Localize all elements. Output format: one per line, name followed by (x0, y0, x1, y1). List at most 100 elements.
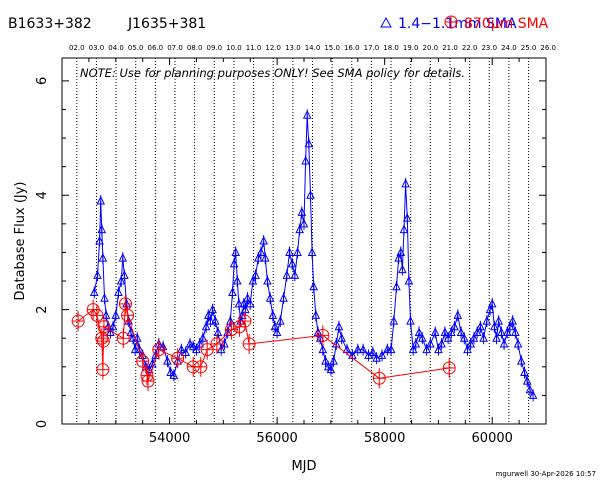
data-point-triangle (260, 253, 270, 262)
data-point-triangle (181, 347, 190, 357)
data-point-triangle (490, 321, 499, 331)
top-year-label: 12.0 (265, 44, 281, 52)
top-year-label: 02.0 (69, 44, 85, 52)
data-point-triangle (482, 315, 492, 325)
data-point-triangle (334, 321, 344, 331)
data-point-triangle (259, 235, 268, 245)
data-point-triangle (430, 327, 440, 336)
data-point-triangle (528, 390, 538, 399)
source-name: B1633+382 (8, 16, 92, 32)
data-point-triangle (101, 310, 111, 319)
data-point-triangle (201, 321, 211, 331)
data-point-triangle (472, 327, 482, 336)
data-point-triangle (295, 224, 305, 234)
top-year-label: 22.0 (462, 44, 478, 52)
data-point-triangle (233, 275, 242, 285)
data-point-triangle (166, 367, 175, 377)
year-gridlines (76, 58, 530, 424)
data-point-triangle (299, 218, 309, 228)
data-point-triangle (245, 298, 255, 308)
data-point-triangle (342, 344, 352, 354)
data-point-triangle (414, 327, 424, 336)
data-point-triangle (265, 293, 275, 302)
data-point-triangle (268, 310, 278, 319)
data-point-triangle (525, 384, 535, 394)
data-point-triangle (505, 321, 515, 331)
top-year-label: 08.0 (187, 44, 203, 52)
top-year-label: 09.0 (207, 44, 223, 52)
alt-source-name: J1635+381 (127, 16, 206, 32)
data-point-triangle (93, 270, 102, 279)
data-point-triangle (494, 315, 503, 325)
data-point-triangle (188, 341, 198, 351)
data-point-triangle (228, 287, 237, 296)
top-year-label: 17.0 (364, 44, 380, 52)
y-tick-label: 2 (35, 305, 50, 313)
data-point-triangle (309, 281, 318, 291)
data-point-triangle (422, 344, 431, 354)
data-point-triangle (326, 364, 336, 374)
data-point-triangle (450, 321, 459, 331)
data-point-triangle (399, 224, 409, 234)
data-point-triangle (272, 327, 282, 336)
x-tick-label: 60000 (472, 431, 513, 446)
data-point-triangle (243, 293, 252, 302)
data-point-triangle (522, 375, 532, 385)
data-point-triangle (364, 350, 373, 359)
top-year-label: 18.0 (383, 44, 399, 52)
top-year-label: 19.0 (403, 44, 419, 52)
data-point-triangle (358, 344, 368, 354)
data-point-triangle (130, 344, 140, 354)
data-point-triangle (337, 333, 346, 342)
data-point-triangle (120, 270, 129, 279)
x-tick-label: 54000 (149, 431, 190, 446)
data-point-triangle (169, 370, 179, 379)
top-year-label: 21.0 (442, 44, 458, 52)
data-point-triangle (251, 270, 260, 279)
data-point-triangle (353, 344, 363, 354)
data-point-triangle (440, 327, 450, 336)
data-point-triangle (411, 338, 421, 348)
data-point-triangle (463, 344, 472, 354)
top-year-label: 25.0 (521, 44, 537, 52)
data-point-triangle (396, 247, 406, 256)
top-year-label: 03.0 (89, 44, 105, 52)
x-tick-label: 58000 (364, 431, 405, 446)
top-year-label: 07.0 (167, 44, 183, 52)
data-point-triangle (389, 315, 399, 325)
y-tick-label: 0 (35, 420, 50, 428)
legend-triangle-icon (380, 16, 392, 28)
data-point-triangle (447, 327, 456, 336)
data-point-triangle (234, 298, 244, 308)
data-point-triangle (287, 258, 297, 268)
data-point-triangle (487, 298, 497, 308)
data-point-triangle (96, 195, 106, 205)
data-point-triangle (198, 333, 208, 342)
data-point-triangle (306, 190, 315, 199)
data-point-triangle (392, 281, 401, 291)
data-point-triangle (108, 321, 118, 331)
data-point-triangle (256, 247, 266, 256)
data-point-triangle (195, 338, 204, 348)
x-tick-label: 56000 (256, 431, 297, 446)
data-point-triangle (270, 321, 280, 331)
data-point-triangle (301, 155, 310, 165)
data-point-triangle (192, 344, 201, 354)
data-point-triangle (513, 338, 523, 348)
data-point-triangle (241, 304, 250, 314)
data-point-triangle (311, 310, 321, 319)
data-point-triangle (497, 327, 506, 336)
data-point-triangle (437, 338, 446, 348)
legend-sma-870-label: 870μm SMA (464, 16, 549, 32)
top-year-label: 10.0 (226, 44, 242, 52)
data-point-triangle (453, 310, 463, 319)
data-point-triangle (114, 287, 123, 296)
data-point-triangle (476, 321, 485, 331)
top-year-label: 14.0 (305, 44, 321, 52)
data-point-triangle (323, 361, 333, 371)
top-year-label: 11.0 (246, 44, 262, 52)
data-point-triangle (408, 344, 418, 354)
data-point-triangle (402, 213, 412, 222)
data-point-triangle (377, 350, 387, 359)
